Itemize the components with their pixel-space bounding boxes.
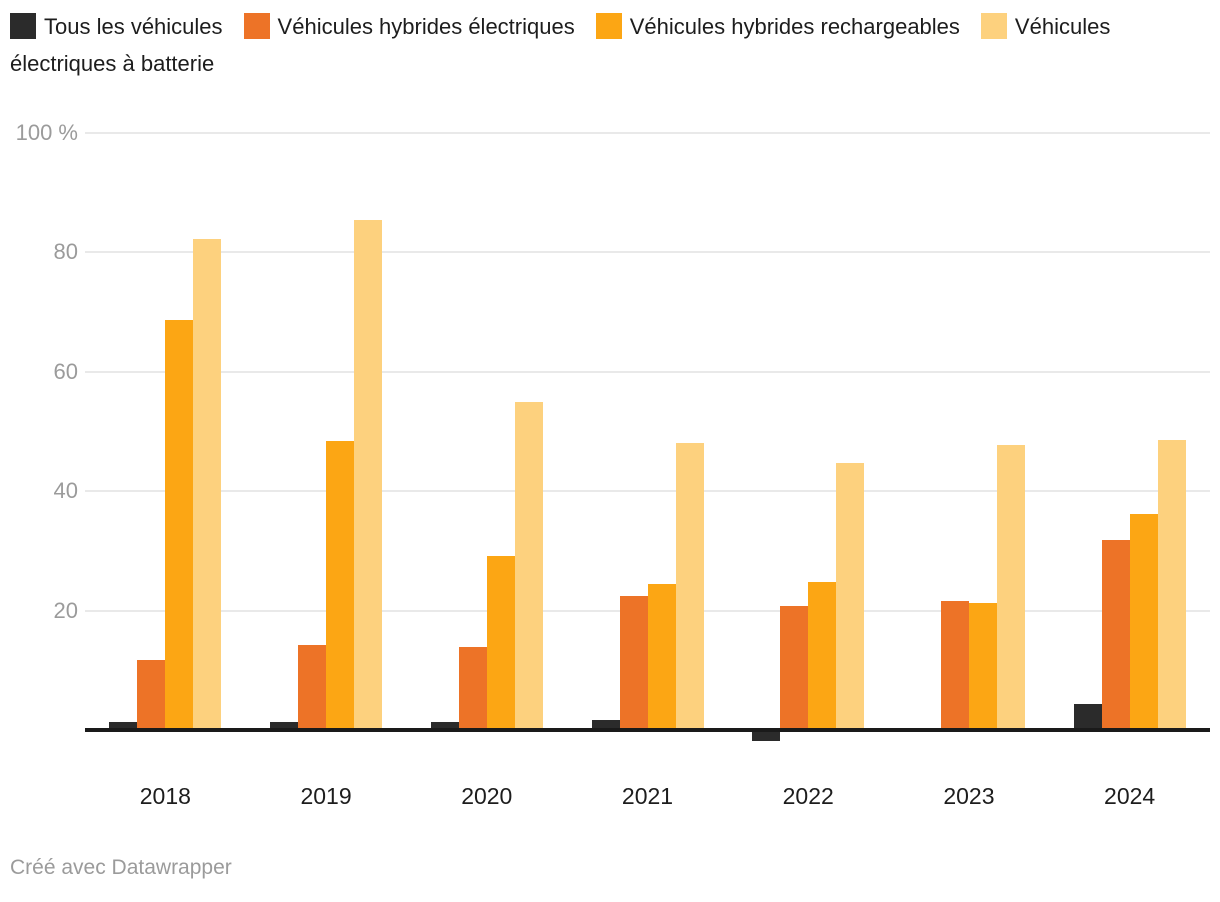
- x-axis-tick-label: 2024: [1104, 783, 1156, 809]
- legend-swatch-icon: [595, 13, 622, 39]
- x-axis-tick-label: 2020: [461, 783, 513, 809]
- legend-label: Véhicules électriques à batterie: [10, 14, 1111, 76]
- bar[interactable]: [591, 720, 620, 730]
- legend-label: Tous les véhicules: [44, 14, 223, 39]
- bar[interactable]: [675, 443, 704, 730]
- bar[interactable]: [109, 721, 138, 730]
- legend-swatch-icon: [980, 13, 1007, 39]
- bar[interactable]: [1157, 439, 1186, 730]
- bar[interactable]: [996, 444, 1025, 730]
- bar[interactable]: [647, 584, 676, 730]
- bar[interactable]: [193, 239, 222, 730]
- bar[interactable]: [619, 596, 648, 730]
- bar[interactable]: [298, 644, 327, 730]
- y-axis-tick-label: 20: [53, 597, 78, 623]
- bar[interactable]: [354, 220, 383, 730]
- datawrapper-credit-link[interactable]: Créé avec Datawrapper: [10, 856, 232, 879]
- bar[interactable]: [514, 401, 543, 730]
- y-gridline: [85, 370, 1210, 373]
- y-gridline: [85, 490, 1210, 493]
- x-axis-tick-label: 2019: [300, 783, 352, 809]
- x-axis-tick-label: 2023: [943, 783, 995, 809]
- y-axis-tick-label: 40: [53, 478, 78, 504]
- x-axis-baseline: [85, 728, 1210, 732]
- x-axis-tick-label: 2022: [782, 783, 834, 809]
- bar[interactable]: [1073, 704, 1102, 730]
- legend-item: Véhicules électriques à batterie: [10, 13, 1111, 76]
- legend-item: Tous les véhicules: [10, 13, 223, 39]
- legend-swatch-icon: [243, 13, 270, 39]
- legend-label: Véhicules hybrides électriques: [277, 14, 575, 39]
- bar[interactable]: [486, 556, 515, 730]
- x-axis-tick-label: 2018: [139, 783, 191, 809]
- y-gridline: [85, 251, 1210, 254]
- bar[interactable]: [968, 603, 997, 730]
- bar[interactable]: [780, 606, 809, 730]
- y-axis-tick-label: 60: [53, 358, 78, 384]
- bar[interactable]: [752, 730, 781, 741]
- bar[interactable]: [270, 722, 299, 730]
- bar[interactable]: [326, 441, 355, 730]
- x-axis-tick-label: 2021: [621, 783, 674, 809]
- y-axis-tick-label: 100 %: [15, 120, 78, 145]
- chart-legend: Tous les véhicules Véhicules hybrides éle…: [10, 8, 1210, 82]
- bar[interactable]: [165, 320, 194, 730]
- y-axis-tick-label: 80: [53, 239, 78, 265]
- bar[interactable]: [458, 647, 487, 730]
- legend-item: Véhicules hybrides électriques: [243, 13, 575, 39]
- legend-label: Véhicules hybrides rechargeables: [629, 14, 960, 39]
- bar[interactable]: [836, 462, 865, 730]
- bar[interactable]: [808, 581, 837, 730]
- legend-item: Véhicules hybrides rechargeables: [595, 13, 960, 39]
- bar[interactable]: [430, 722, 459, 730]
- legend-swatch-icon: [10, 13, 36, 39]
- bar[interactable]: [940, 601, 969, 730]
- y-gridline: [85, 132, 1210, 134]
- bar[interactable]: [1129, 513, 1158, 730]
- bar[interactable]: [1101, 539, 1130, 730]
- bar[interactable]: [137, 660, 166, 730]
